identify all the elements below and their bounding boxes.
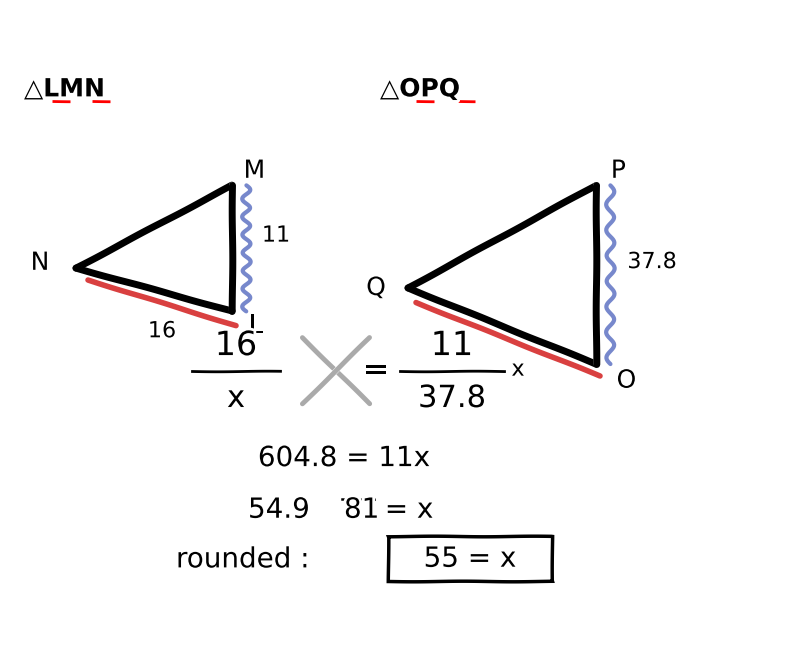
FancyBboxPatch shape (388, 536, 552, 581)
Text: rounded :: rounded : (176, 545, 310, 573)
Text: 11: 11 (430, 329, 474, 362)
Text: △LMN: △LMN (24, 77, 105, 101)
Text: 16: 16 (148, 321, 176, 342)
Text: 16: 16 (214, 329, 258, 362)
Text: 81: 81 (344, 496, 379, 524)
Text: x: x (511, 359, 525, 380)
Text: 37.8: 37.8 (418, 384, 486, 413)
Text: P: P (611, 159, 626, 183)
Text: L: L (249, 314, 263, 338)
Text: O: O (617, 369, 636, 393)
Text: 55 = x: 55 = x (424, 545, 516, 573)
Text: 604.8 = 11x: 604.8 = 11x (258, 444, 430, 472)
Text: =: = (363, 356, 389, 385)
Text: N: N (30, 251, 50, 275)
Text: 11: 11 (262, 226, 290, 246)
Text: = x: = x (376, 496, 434, 524)
Text: M: M (243, 159, 266, 183)
Text: 54.9: 54.9 (248, 496, 310, 524)
Text: Q: Q (366, 276, 386, 300)
Text: x: x (227, 384, 245, 413)
Text: 37.8: 37.8 (627, 252, 677, 272)
Text: △OPQ: △OPQ (380, 77, 460, 101)
